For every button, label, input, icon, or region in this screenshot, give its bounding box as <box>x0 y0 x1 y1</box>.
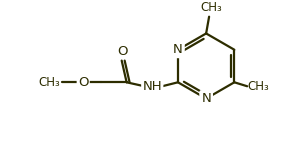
Text: N: N <box>201 92 211 105</box>
Text: N: N <box>173 43 183 56</box>
Text: CH₃: CH₃ <box>39 76 60 89</box>
Text: O: O <box>117 45 128 58</box>
Text: O: O <box>78 76 88 89</box>
Text: CH₃: CH₃ <box>247 80 269 93</box>
Text: NH: NH <box>143 80 162 93</box>
Text: CH₃: CH₃ <box>200 1 222 14</box>
